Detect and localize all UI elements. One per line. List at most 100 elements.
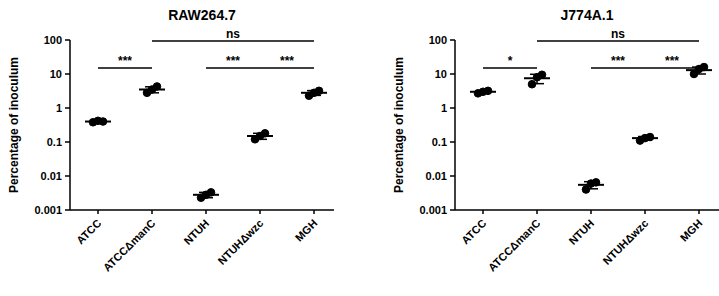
error-cap [476, 90, 490, 92]
y-tick-label: 0.001 [419, 204, 447, 216]
error-bar [253, 133, 267, 139]
y-axis [69, 40, 71, 210]
x-tick [97, 210, 99, 214]
y-tick [65, 175, 70, 177]
x-tick [698, 210, 700, 214]
marks [470, 63, 712, 193]
x-axis [70, 209, 334, 211]
x-tick-label: NTUHΔwzc [215, 217, 265, 267]
error-bar [199, 192, 213, 197]
x-tick [259, 210, 261, 214]
error-stem [151, 87, 153, 93]
error-cap [584, 188, 598, 190]
error-cap [253, 133, 267, 135]
mean-line [470, 91, 496, 93]
y-tick-label: 1 [56, 102, 62, 114]
significance-label: *** [226, 54, 240, 68]
significance-label: ns [226, 27, 240, 41]
y-tick-label: 10 [435, 68, 447, 80]
x-tick-label: NTUHΔwzc [600, 217, 650, 267]
error-cap [307, 90, 321, 92]
panel: RAW264.7 Percentage of inoculum 0.001 0.01 0… [7, 7, 334, 274]
x-tick-label: NTUH [181, 217, 211, 247]
y-tick-label: 100 [44, 34, 62, 46]
y-tick [450, 141, 455, 143]
significance-label: *** [280, 54, 294, 68]
x-tick [644, 210, 646, 214]
y-tick-label: 0.001 [34, 204, 62, 216]
y-tick-label: 0.1 [432, 136, 447, 148]
error-cap [145, 92, 159, 94]
error-stem [536, 74, 538, 83]
error-cap [307, 95, 321, 97]
x-tick [536, 210, 538, 214]
x-tick [482, 210, 484, 214]
y-tick [65, 73, 70, 75]
error-bar [530, 74, 544, 83]
error-stem [205, 192, 207, 197]
y-tick [65, 209, 70, 211]
error-cap [199, 192, 213, 194]
x-tick-label: ATCCΔmanC [486, 217, 543, 274]
error-bar [145, 87, 159, 93]
y-tick-label: 0.01 [41, 170, 62, 182]
y-tick [65, 107, 70, 109]
error-stem [590, 182, 592, 189]
title: J774A.1 [561, 7, 614, 23]
y-tick [450, 73, 455, 75]
error-cap [638, 139, 652, 141]
y-tick-label: 0.1 [47, 136, 62, 148]
y-tick [450, 39, 455, 41]
error-cap [476, 92, 490, 94]
error-cap [584, 181, 598, 183]
x-tick [590, 210, 592, 214]
x-tick [151, 210, 153, 214]
error-stem [259, 133, 261, 139]
panel: J774A.1 Percentage of inoculum 0.001 0.01 0.… [392, 7, 719, 274]
figure: RAW264.7 Percentage of inoculum 0.001 0.01 0… [0, 0, 719, 296]
error-bar [638, 137, 652, 140]
y-axis-label: Percentage of inoculum [7, 57, 21, 193]
x-axis [455, 209, 719, 211]
x-tick-label: ATCCΔmanC [101, 217, 158, 274]
x-tick [313, 210, 315, 214]
y-axis-label: Percentage of inoculum [392, 57, 406, 193]
y-tick [450, 209, 455, 211]
significance-label: * [508, 54, 513, 68]
x-tick-label: ATCC [459, 217, 489, 247]
y-tick [65, 39, 70, 41]
mean-line [85, 121, 111, 123]
significance-label: *** [665, 54, 679, 68]
y-tick [65, 141, 70, 143]
title: RAW264.7 [168, 7, 236, 23]
x-tick [205, 210, 207, 214]
y-tick-label: 0.01 [426, 170, 447, 182]
y-tick-label: 1 [441, 102, 447, 114]
error-bar [307, 91, 321, 96]
x-tick-label: MGH [678, 217, 705, 244]
significance-label: *** [118, 54, 132, 68]
x-tick-label: MGH [293, 217, 320, 244]
error-bar [476, 91, 490, 93]
error-bar [91, 120, 105, 122]
error-cap [530, 74, 544, 76]
mean-line [632, 137, 658, 139]
significance-label: ns [611, 27, 625, 41]
error-bar [584, 182, 598, 189]
y-tick-label: 100 [429, 34, 447, 46]
error-cap [91, 122, 105, 124]
error-cap [253, 139, 267, 141]
x-tick-label: ATCC [74, 217, 104, 247]
error-cap [530, 83, 544, 85]
error-cap [692, 73, 706, 75]
error-cap [145, 86, 159, 88]
significance-label: *** [611, 54, 625, 68]
y-tick [450, 175, 455, 177]
x-tick-label: NTUH [566, 217, 596, 247]
error-cap [91, 120, 105, 122]
y-tick [450, 107, 455, 109]
error-cap [199, 197, 213, 199]
y-axis [454, 40, 456, 210]
marks [85, 83, 327, 202]
y-tick-label: 10 [50, 68, 62, 80]
